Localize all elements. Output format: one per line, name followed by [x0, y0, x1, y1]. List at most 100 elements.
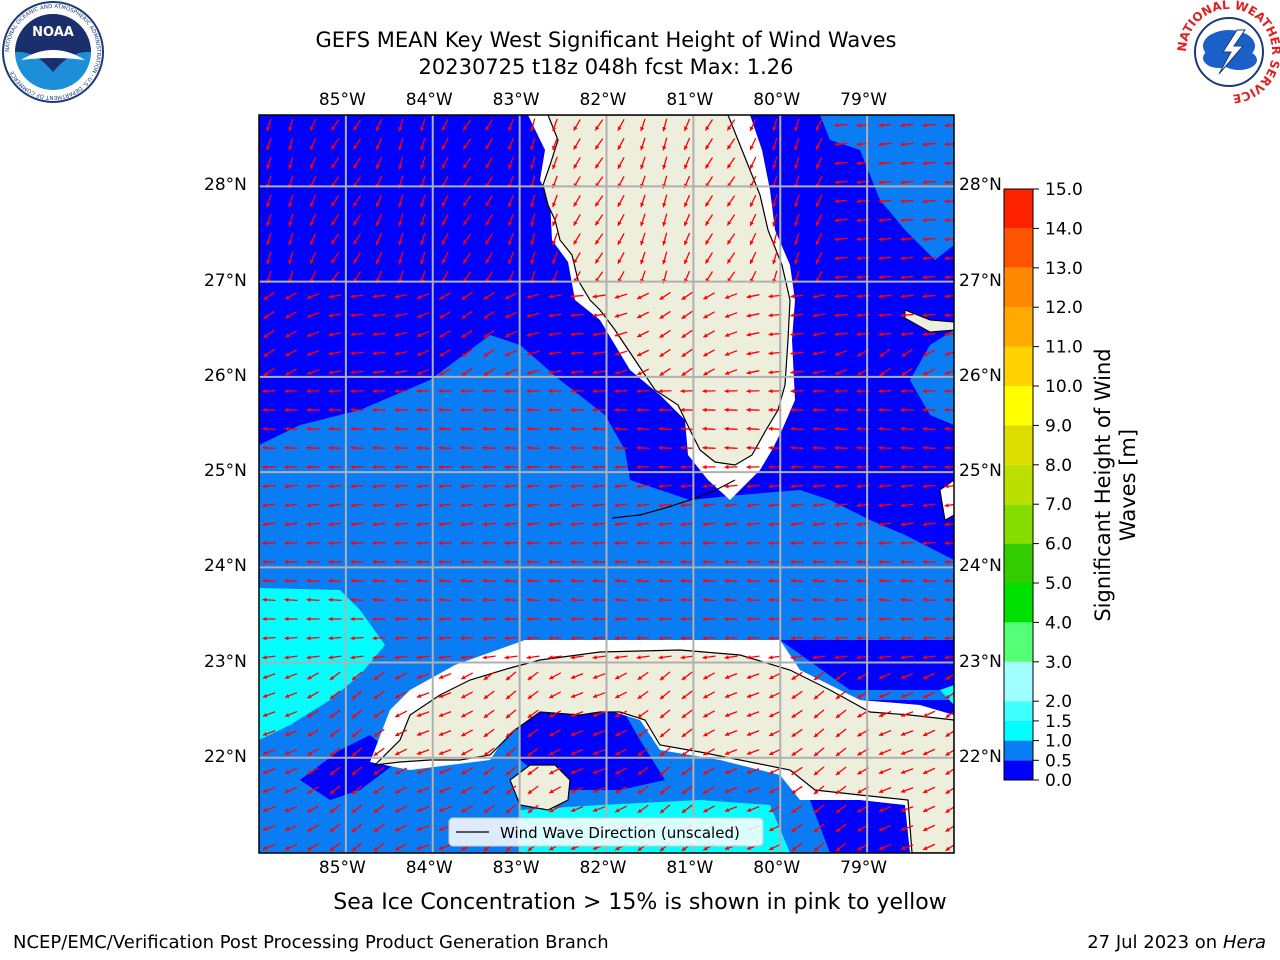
wave-direction-arrowhead: [636, 616, 641, 622]
wave-direction-arrowhead: [922, 237, 927, 242]
wave-direction-arrowhead: [702, 388, 707, 394]
wave-direction-arrowhead: [636, 407, 641, 413]
wave-direction-arrow: [703, 805, 715, 813]
wave-direction-arrowhead: [262, 484, 267, 489]
wave-direction-arrowhead: [944, 199, 949, 204]
wave-direction-arrowhead: [636, 655, 641, 660]
wave-direction-arrowhead: [438, 826, 444, 831]
wave-direction-arrowhead: [595, 182, 600, 188]
wave-direction-arrow: [552, 137, 558, 151]
wave-direction-arrow: [505, 785, 517, 795]
wave-direction-arrowhead: [306, 370, 312, 375]
wave-direction-arrowhead: [592, 388, 597, 394]
wave-direction-arrow: [614, 427, 628, 431]
wave-direction-arrowhead: [749, 240, 754, 245]
wave-direction-arrow: [460, 390, 474, 392]
band-0-0.5-se: [800, 700, 954, 853]
wave-direction-arrowhead: [944, 616, 949, 622]
wave-direction-arrowhead: [878, 464, 883, 470]
wave-direction-arrowhead: [592, 484, 597, 489]
wave-direction-arrow: [857, 368, 869, 376]
wave-direction-arrow: [922, 275, 936, 279]
wave-direction-arrow: [504, 349, 518, 357]
wave-direction-arrowhead: [352, 789, 357, 795]
wave-direction-arrow: [592, 503, 606, 507]
wave-direction-arrowhead: [768, 445, 773, 451]
wave-direction-arrowhead: [328, 426, 333, 431]
lat-tick-left: 25°N: [204, 461, 247, 482]
wave-direction-arrowhead: [703, 846, 708, 851]
wave-direction-arrowhead: [724, 464, 729, 470]
wave-direction-arrow: [662, 270, 668, 284]
wave-direction-arrow: [573, 157, 581, 169]
wave-direction-arrow: [614, 655, 628, 659]
wave-direction-arrow: [746, 332, 760, 336]
wave-direction-arrow: [441, 118, 449, 132]
wave-direction-arrowhead: [504, 407, 509, 413]
wave-direction-arrowhead: [526, 578, 531, 583]
wave-direction-arrowhead: [856, 313, 861, 318]
wave-direction-arrow: [527, 842, 539, 852]
wave-direction-arrowhead: [727, 182, 732, 188]
wave-direction-arrow: [726, 233, 736, 245]
wave-direction-arrowhead: [814, 770, 819, 776]
wave-direction-arrowhead: [772, 126, 777, 132]
wave-direction-arrowhead: [814, 789, 819, 795]
wave-direction-arrowhead: [794, 164, 799, 170]
chart-title: GEFS MEAN Key West Significant Height of…: [315, 28, 897, 52]
wave-direction-arrow: [812, 636, 826, 640]
wave-direction-arrow: [462, 233, 472, 245]
wave-direction-arrow: [552, 156, 558, 170]
wave-direction-arrow: [485, 252, 493, 264]
wave-direction-arrow: [570, 427, 584, 431]
wave-direction-arrowhead: [944, 275, 949, 280]
wave-direction-arrowhead: [812, 313, 817, 318]
wave-direction-arrowhead: [438, 407, 443, 413]
wave-direction-arrow: [266, 137, 272, 151]
wave-direction-arrowhead: [768, 351, 773, 356]
wave-direction-arrow: [900, 447, 914, 449]
wave-direction-arrow: [438, 806, 452, 812]
wave-direction-arrowhead: [857, 827, 862, 832]
wave-direction-arrow: [815, 251, 823, 265]
wave-direction-arrow: [548, 294, 562, 298]
wave-direction-arrow: [505, 747, 517, 757]
wave-direction-arrowhead: [945, 770, 951, 775]
wave-direction-arrow: [724, 786, 738, 794]
wave-direction-arrow: [328, 332, 342, 336]
wave-direction-arrow: [526, 522, 540, 526]
wave-direction-arrow: [350, 447, 364, 449]
wave-direction-arrowhead: [350, 313, 355, 318]
wave-direction-arrowhead: [794, 240, 799, 246]
wave-direction-arrowhead: [527, 694, 533, 699]
wave-direction-arrowhead: [945, 789, 951, 794]
wave-direction-arrow: [683, 232, 691, 246]
wave-direction-arrowhead: [856, 142, 861, 147]
wave-direction-arrowhead: [680, 541, 685, 546]
wave-direction-arrow: [262, 503, 276, 507]
wave-direction-arrowhead: [746, 464, 751, 470]
wave-direction-arrowhead: [416, 693, 422, 698]
wave-direction-arrowhead: [878, 616, 883, 622]
wave-direction-arrowhead: [570, 351, 575, 356]
wave-direction-arrowhead: [900, 559, 905, 565]
wave-direction-arrow: [704, 214, 714, 226]
wave-direction-arrowhead: [416, 313, 422, 318]
wave-direction-arrowhead: [702, 503, 707, 508]
wave-direction-arrow: [288, 118, 294, 132]
wave-direction-arrowhead: [749, 202, 754, 207]
lon-tick-bottom: 82°W: [579, 858, 627, 878]
wave-direction-arrowhead: [658, 655, 663, 660]
wave-direction-arrow: [328, 313, 342, 317]
florida-keys: [611, 479, 736, 519]
wave-direction-arrowhead: [548, 559, 553, 565]
wave-direction-arrowhead: [306, 541, 311, 546]
wave-direction-arrowhead: [900, 616, 905, 622]
wave-direction-arrow: [746, 541, 760, 545]
wave-direction-arrowhead: [284, 636, 289, 641]
wave-direction-arrowhead: [416, 616, 421, 622]
wave-direction-arrowhead: [900, 464, 905, 470]
wave-direction-arrowhead: [615, 732, 620, 737]
wave-direction-arrowhead: [592, 693, 598, 698]
wave-direction-arrowhead: [570, 731, 576, 736]
